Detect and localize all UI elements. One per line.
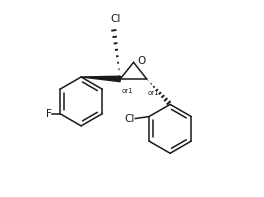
Text: O: O (138, 56, 146, 66)
Text: F: F (46, 109, 51, 119)
Text: Cl: Cl (110, 14, 121, 24)
Text: Cl: Cl (124, 113, 135, 124)
Text: or1: or1 (121, 88, 133, 94)
Text: or1: or1 (148, 90, 159, 96)
Polygon shape (81, 76, 120, 82)
